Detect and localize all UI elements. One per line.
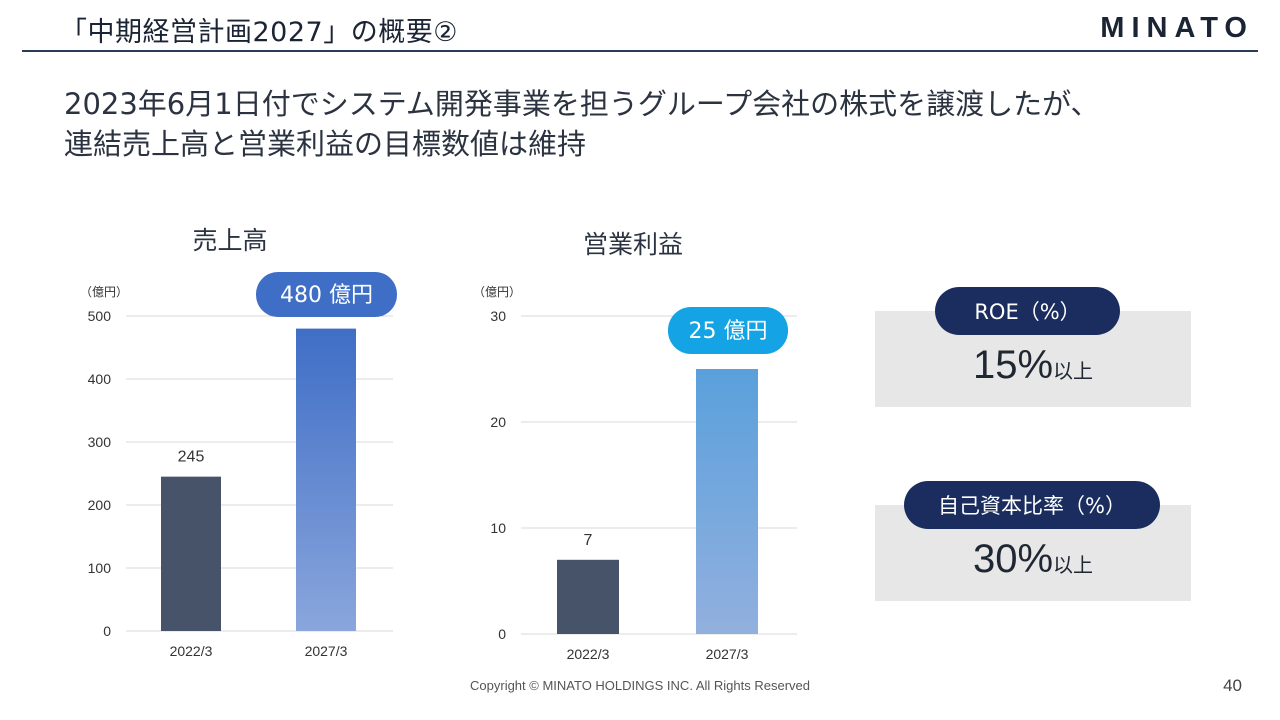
slide-title: 「中期経営計画2027」の概要②: [60, 17, 458, 48]
sales-bar-2027-3: [296, 328, 356, 631]
headline-line-1: 2023年6月1日付でシステム開発事業を担うグループ会社の株式を譲渡したが、: [64, 87, 1100, 121]
sales-bar-2022-3: [161, 476, 221, 631]
operating-income-x-tick-label: 2027/3: [706, 646, 749, 662]
brand-logo: MINATO: [1100, 12, 1254, 44]
kpi-roe-value-row: 15%以上: [875, 343, 1191, 388]
kpi-roe-value: 15%: [972, 343, 1054, 387]
headline: 2023年6月1日付でシステム開発事業を担うグループ会社の株式を譲渡したが、 連…: [64, 84, 1100, 164]
kpi-equity-ratio-value: 30%: [972, 537, 1054, 581]
kpi-roe-suffix: 以上: [1053, 359, 1094, 383]
operating-income-target-callout: 25 億円: [668, 307, 788, 354]
operating-income-y-tick-label: 0: [498, 626, 506, 642]
sales-y-tick-label: 0: [103, 623, 111, 639]
sales-chart-title: 売上高: [192, 226, 267, 255]
sales-x-tick-label: 2022/3: [170, 643, 213, 659]
sales-y-tick-label: 500: [88, 308, 112, 324]
title-divider: [22, 50, 1258, 52]
sales-data-label: 245: [178, 449, 205, 466]
kpi-roe-panel: 15%以上: [875, 311, 1191, 407]
operating-income-data-label: 7: [584, 532, 593, 549]
sales-target-callout: 480 億円: [256, 272, 397, 317]
sales-y-tick-label: 200: [88, 497, 112, 513]
kpi-equity-ratio-value-row: 30%以上: [875, 537, 1191, 582]
copyright-footer: Copyright © MINATO HOLDINGS INC. All Rig…: [470, 678, 810, 693]
operating-income-unit-label: （億円）: [473, 285, 521, 299]
operating-income-y-tick-label: 30: [490, 308, 506, 324]
sales-y-tick-label: 100: [88, 560, 112, 576]
operating-income-chart-title: 営業利益: [583, 230, 683, 259]
operating-income-y-tick-label: 10: [490, 520, 506, 536]
operating-income-x-tick-label: 2022/3: [567, 646, 610, 662]
kpi-equity-ratio-suffix: 以上: [1053, 553, 1094, 577]
operating-income-y-tick-label: 20: [490, 414, 506, 430]
sales-unit-label: （億円）: [80, 285, 128, 299]
sales-y-tick-label: 400: [88, 371, 112, 387]
sales-x-tick-label: 2027/3: [305, 643, 348, 659]
sales-callout-text: 480 億円: [280, 283, 373, 308]
kpi-equity-ratio-label: 自己資本比率（%）: [904, 481, 1160, 529]
operating-income-chart: 営業利益 （億円） 0 10 20 30 2022/3 2027/3 7 25 億円: [473, 230, 797, 662]
sales-chart: 売上高 （億円） 0 100 200 300 400 500 2022/3 2027/3 2…: [80, 226, 397, 659]
operating-income-bar-2027-3: [696, 369, 758, 634]
headline-line-2: 連結売上高と営業利益の目標数値は維持: [64, 127, 587, 161]
operating-income-bar-2022-3: [557, 559, 619, 634]
kpi-roe-label: ROE（%）: [935, 287, 1120, 335]
operating-income-callout-text: 25 億円: [689, 319, 768, 344]
sales-y-tick-label: 300: [88, 434, 112, 450]
page-number: 40: [1223, 676, 1242, 695]
